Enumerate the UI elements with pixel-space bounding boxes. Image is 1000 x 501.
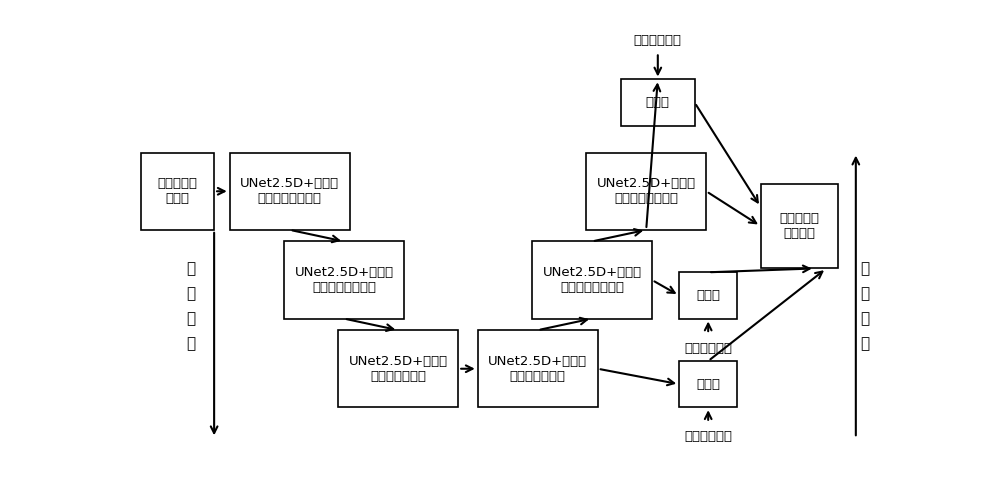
Text: UNet2.5D+通道注
意力机制解码模块: UNet2.5D+通道注 意力机制解码模块 [542, 266, 642, 294]
Text: 过: 过 [861, 311, 870, 326]
Text: 过: 过 [186, 311, 195, 326]
Text: UNet2.5D+通道注
意力机制编码模块: UNet2.5D+通道注 意力机制编码模块 [240, 177, 339, 205]
Text: 全监督: 全监督 [646, 96, 670, 109]
Text: 肝脏分段标签: 肝脏分段标签 [634, 34, 682, 47]
Text: UNet2.5D+通道注
意力机制解码模块: UNet2.5D+通道注 意力机制解码模块 [597, 177, 696, 205]
Text: 码: 码 [861, 286, 870, 301]
Text: 程: 程 [186, 336, 195, 351]
FancyBboxPatch shape [338, 330, 458, 407]
Text: 多层级融合
输出结果: 多层级融合 输出结果 [779, 212, 819, 240]
Text: UNet2.5D+通道注
意力机制解码模: UNet2.5D+通道注 意力机制解码模 [488, 355, 587, 383]
FancyBboxPatch shape [284, 241, 404, 319]
FancyBboxPatch shape [679, 273, 737, 319]
FancyBboxPatch shape [761, 183, 838, 269]
Text: 程: 程 [861, 336, 870, 351]
Text: UNet2.5D+通道注
意力机制编码模: UNet2.5D+通道注 意力机制编码模 [349, 355, 448, 383]
Text: 全监督: 全监督 [696, 289, 720, 302]
Text: 解: 解 [861, 261, 870, 276]
FancyBboxPatch shape [586, 153, 706, 230]
FancyBboxPatch shape [679, 361, 737, 407]
Text: 编: 编 [186, 261, 195, 276]
FancyBboxPatch shape [230, 153, 350, 230]
Text: 码: 码 [186, 286, 195, 301]
Text: UNet2.5D+通道注
意力机制编码模块: UNet2.5D+通道注 意力机制编码模块 [294, 266, 394, 294]
FancyBboxPatch shape [532, 241, 652, 319]
Text: 肝脏分段标签: 肝脏分段标签 [684, 430, 732, 443]
Text: 全监督: 全监督 [696, 378, 720, 391]
Text: 样本肝脏三
维影像: 样本肝脏三 维影像 [157, 177, 197, 205]
FancyBboxPatch shape [478, 330, 598, 407]
Text: 肝脏分段标签: 肝脏分段标签 [684, 342, 732, 355]
FancyBboxPatch shape [621, 80, 695, 126]
FancyBboxPatch shape [140, 153, 214, 230]
